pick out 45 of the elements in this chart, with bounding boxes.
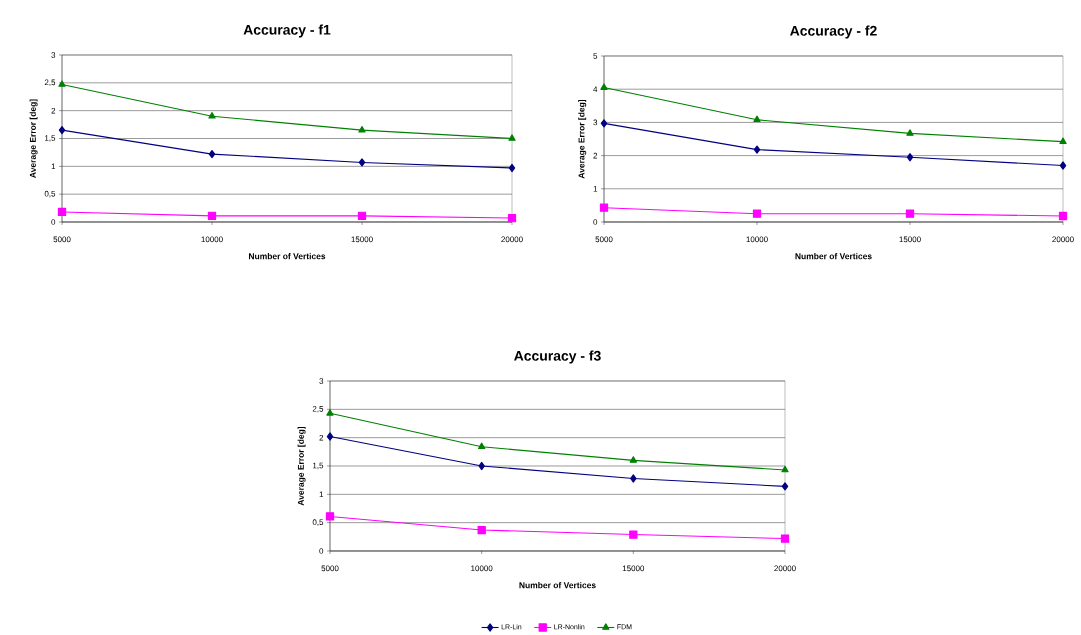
point	[752, 209, 762, 218]
point	[906, 129, 914, 136]
point	[208, 150, 216, 159]
x-axis-title: Number of Vertices	[795, 253, 872, 260]
chart-title: Accuracy - f2	[790, 25, 877, 39]
point	[599, 203, 609, 212]
point	[906, 153, 914, 162]
point	[905, 209, 915, 218]
point	[780, 534, 790, 543]
point	[358, 126, 366, 133]
point	[326, 432, 334, 441]
point	[600, 83, 608, 91]
point	[600, 119, 608, 128]
point	[753, 115, 761, 123]
y-axis-title: Average Error [deg]	[297, 427, 306, 506]
point	[326, 409, 334, 416]
point	[630, 474, 637, 483]
chart-title: Accuracy - f3	[514, 350, 601, 364]
point	[508, 134, 516, 141]
point	[1059, 137, 1067, 145]
point	[753, 145, 761, 154]
chart-title: Accuracy - f1	[243, 24, 331, 38]
y-axis-title: Average Error [deg]	[578, 100, 587, 179]
point	[781, 465, 789, 473]
point	[57, 207, 67, 217]
point	[629, 530, 638, 539]
point	[508, 163, 516, 173]
point	[478, 442, 486, 450]
point	[207, 211, 217, 221]
point	[1058, 211, 1068, 221]
point	[478, 461, 485, 471]
point	[325, 512, 335, 521]
point	[208, 112, 216, 119]
point	[357, 211, 367, 221]
x-axis-title: Number of Vertices	[519, 582, 596, 589]
point	[477, 526, 486, 535]
point	[358, 158, 366, 167]
point	[58, 80, 66, 87]
point	[58, 126, 66, 135]
point	[1059, 161, 1067, 170]
point	[781, 482, 789, 491]
x-axis-title: Number of Vertices	[248, 253, 326, 260]
y-axis-title: Average Error [deg]	[29, 99, 38, 179]
point	[629, 456, 638, 463]
point	[507, 214, 517, 223]
